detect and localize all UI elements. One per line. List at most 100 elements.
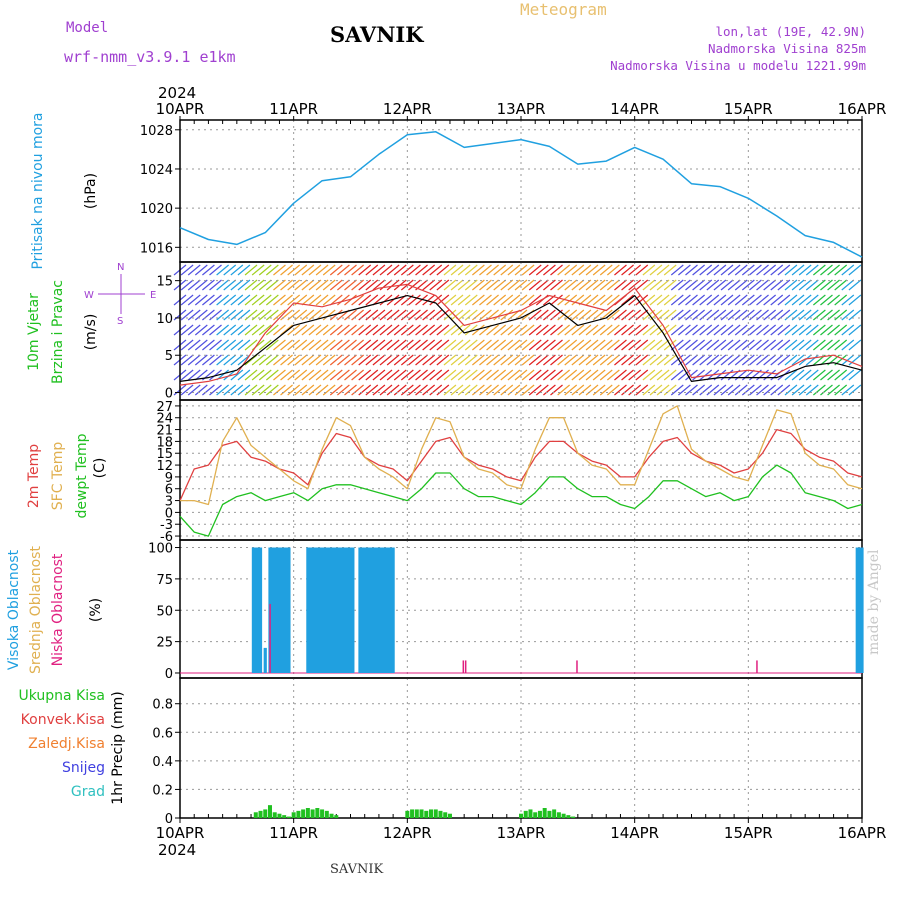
bottom-day-label: 13APR (497, 824, 546, 842)
wind-barb (699, 369, 713, 381)
precip-bar (315, 808, 320, 818)
wind-barb (798, 369, 812, 381)
wind-barb (550, 324, 563, 336)
wind-barb (351, 294, 364, 306)
wind-barb (805, 354, 819, 366)
high-cloud-bar (860, 547, 864, 673)
wind-barb (251, 279, 265, 291)
wind-barb (678, 294, 691, 306)
wind-barb (749, 279, 762, 291)
wind-barb (592, 324, 606, 336)
wind-barb (827, 294, 840, 306)
wind-barb (727, 309, 741, 321)
high-cloud-bar (311, 547, 315, 673)
wind-barb (422, 279, 436, 291)
wind-barb (514, 279, 528, 291)
wind-barb (422, 324, 436, 336)
wind-barb (194, 369, 208, 381)
wind-barb (315, 279, 329, 291)
wind-barb (479, 264, 492, 276)
wind-barb (216, 279, 230, 291)
wind-barb (720, 309, 734, 321)
wind-barb (457, 294, 471, 306)
wind-barb (308, 354, 322, 366)
wind-barb (706, 339, 720, 351)
wind-barb (606, 339, 620, 351)
wind-barb (386, 384, 400, 396)
wind-barb (443, 324, 457, 336)
wind-barb (322, 339, 336, 351)
precip-ylabel: 1hr Precip (mm) (110, 691, 126, 804)
station-title: SAVNIK (330, 22, 424, 47)
y-tick-label: 1024 (140, 163, 173, 178)
wind-barb (834, 309, 848, 321)
high-cloud-bar (263, 647, 267, 673)
wind-barb (592, 354, 606, 366)
wind-barb (294, 264, 308, 276)
wind-barb (678, 339, 691, 351)
wind-barb (763, 369, 777, 381)
wind-barb (692, 324, 705, 336)
precip-bar (429, 809, 434, 818)
wind-barb (663, 264, 677, 276)
wind-barb (457, 264, 471, 276)
wind-barb (692, 369, 705, 381)
wind-barb (209, 294, 222, 306)
compass-n: N (117, 262, 124, 273)
wind-barb (507, 294, 521, 306)
wind-barb (763, 309, 777, 321)
wind-barb (223, 369, 237, 381)
wind-barb (230, 264, 244, 276)
wind-barb (507, 354, 521, 366)
wind-barb (791, 309, 805, 321)
wind-barb (223, 339, 237, 351)
wind-barb (521, 294, 535, 306)
wind-barb (777, 294, 791, 306)
wind-barb (727, 324, 741, 336)
wind-barb (720, 339, 734, 351)
wind-barb (543, 279, 556, 291)
wind-barb (280, 264, 293, 276)
wind-barb (230, 339, 244, 351)
y-tick-label: 6 (165, 483, 173, 498)
wind-barb (848, 294, 862, 306)
wind-barb (258, 339, 272, 351)
precip-bar (263, 809, 268, 818)
wind-barb (393, 339, 407, 351)
wind-barb (351, 369, 364, 381)
wind-barb (578, 309, 592, 321)
wind-ylabel-2: Brzina i Pravac (50, 280, 66, 384)
wind-barb (230, 384, 244, 396)
top-day-label: 11APR (269, 100, 318, 118)
wind-barb (663, 384, 677, 396)
wind-barb (763, 294, 777, 306)
wind-barb (543, 264, 556, 276)
wind-barb (280, 369, 293, 381)
wind-barb (493, 339, 507, 351)
wind-barb (287, 369, 301, 381)
wind-barb (820, 264, 833, 276)
wind-barb (820, 384, 833, 396)
wind-barb (344, 309, 357, 321)
wind-barb (656, 369, 670, 381)
y-tick-label: 10 (156, 312, 173, 327)
wind-barb (187, 309, 201, 321)
wind-barb (685, 354, 698, 366)
wind-barb (202, 339, 215, 351)
wind-barb (209, 279, 222, 291)
y-tick-label: 100 (148, 542, 173, 557)
wind-barb (386, 369, 400, 381)
wind-barb (187, 369, 201, 381)
wind-barb (564, 324, 578, 336)
wind-barb (756, 324, 769, 336)
wind-barb (535, 369, 549, 381)
wind-barb (812, 339, 826, 351)
wind-barb (329, 294, 343, 306)
wind-barb (436, 339, 450, 351)
wind-barb (486, 324, 499, 336)
wind-barb (429, 309, 443, 321)
precip-bar (537, 810, 542, 818)
precip-bar (329, 813, 334, 818)
wind-barb (301, 309, 315, 321)
wind-barb (294, 369, 308, 381)
